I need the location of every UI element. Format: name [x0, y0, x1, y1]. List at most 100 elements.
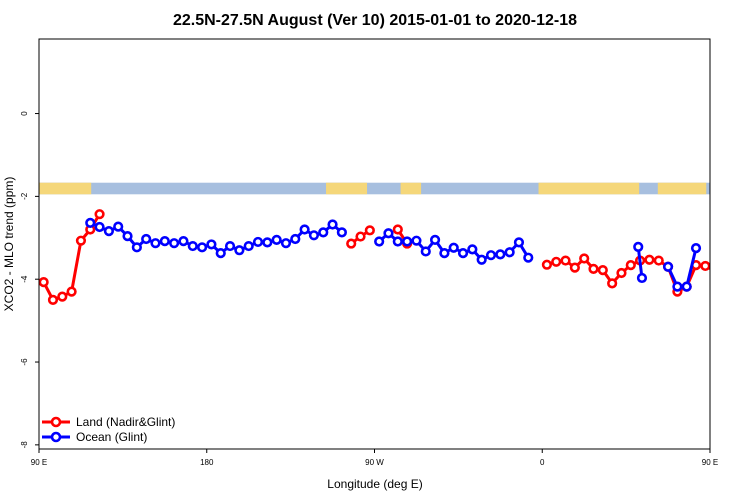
ocean-series-line [89, 221, 343, 255]
land-data-point [94, 209, 105, 220]
legend: Land (Nadir&Glint) Ocean (Glint) [42, 415, 175, 444]
ocean-data-point [178, 236, 189, 247]
y-axis-label: XCO2 - MLO trend (ppm) [2, 177, 16, 312]
land-band-segment [719, 183, 750, 195]
ocean-data-point [495, 249, 506, 260]
land-sea-mask-band [39, 182, 750, 195]
ocean-data-point [234, 245, 245, 256]
ocean-data-point [131, 242, 142, 253]
ocean-data-point [636, 272, 648, 284]
ocean-data-point [169, 238, 180, 249]
land-band-segment [400, 182, 422, 195]
land-data-point [729, 277, 737, 285]
ocean-data-point [439, 248, 450, 259]
ocean-series-line [636, 246, 644, 279]
y-tick-label: -4 [20, 275, 29, 283]
ocean-data-point [485, 250, 497, 261]
ocean-band [39, 182, 710, 195]
ocean-data-point [94, 221, 105, 233]
land-data-point [39, 277, 49, 288]
plot-frame [38, 38, 711, 450]
x-tick-label: 90 E [702, 458, 718, 467]
x-tick-label: 90 W [365, 458, 384, 467]
land-data-point [579, 253, 590, 264]
land-band-segment [657, 182, 707, 195]
land-data-point [700, 260, 710, 272]
ocean-data-point [206, 239, 217, 250]
ocean-data-point [402, 236, 413, 247]
ocean-data-point [262, 237, 273, 248]
ocean-data-point [662, 261, 674, 272]
y-tick-label: -2 [20, 192, 29, 200]
land-data-point [66, 286, 77, 297]
ocean-data-point [633, 241, 644, 252]
ocean-data-point [476, 254, 487, 265]
land-data-point [560, 255, 571, 266]
ocean-data-point [448, 242, 459, 253]
ocean-data-point [215, 248, 226, 259]
ocean-data-point [392, 236, 403, 247]
x-tick-label: 180 [200, 458, 214, 467]
ocean-data-point [504, 247, 515, 258]
ocean-data-point [308, 230, 320, 241]
ocean-data-point [513, 237, 525, 248]
land-data-point [739, 277, 747, 285]
land-band-segment [326, 182, 368, 195]
land-data-point [364, 225, 375, 236]
ocean-data-point [299, 224, 310, 235]
y-tick-label: -6 [20, 358, 29, 366]
ocean-data-point [420, 246, 431, 257]
ocean-data-point [318, 227, 329, 238]
ocean-data-point [280, 238, 292, 249]
legend-ocean-label: Ocean (Glint) [76, 430, 147, 444]
y-tick-label: -8 [20, 441, 29, 449]
land-data-point [720, 278, 728, 286]
land-data-point [597, 264, 608, 276]
land-band-segment [39, 182, 92, 195]
x-axis-label: Longitude (deg E) [327, 477, 422, 491]
land-data-point [588, 263, 599, 274]
ocean-data-point [159, 236, 170, 247]
ocean-data-point [113, 221, 124, 232]
x-tick-label: 90 E [31, 458, 47, 467]
land-data-point [616, 267, 627, 279]
x-axis: 90 E 180 90 W 0 90 E [31, 449, 718, 467]
land-data-point [569, 262, 580, 273]
land-data-point [709, 268, 710, 273]
ocean-data-point [383, 228, 394, 239]
land-data-point [346, 238, 357, 249]
y-axis: 0 -2 -4 -6 -8 [20, 111, 39, 449]
ocean-data-point [467, 244, 478, 255]
land-data-point [644, 254, 655, 265]
ocean-data-point [690, 243, 702, 254]
ocean-data-point [150, 238, 161, 249]
ocean-data-point [327, 219, 338, 230]
ocean-data-point [429, 234, 441, 245]
series-layer [39, 209, 747, 306]
ocean-data-point [103, 226, 114, 237]
land-data-point [541, 259, 553, 270]
ocean-data-point [681, 281, 692, 292]
land-data-point [75, 235, 87, 246]
land-data-point [653, 255, 664, 266]
ocean-data-point [336, 227, 347, 238]
y-tick-label: 0 [20, 111, 29, 116]
land-data-point [625, 260, 636, 271]
legend-ocean-marker [50, 431, 62, 443]
ocean-data-point [523, 252, 534, 263]
ocean-data-point [243, 240, 254, 252]
land-data-point [607, 278, 618, 289]
ocean-data-point [224, 240, 236, 252]
legend-land-label: Land (Nadir&Glint) [76, 415, 175, 429]
ocean-data-point [122, 231, 133, 242]
legend-entry-ocean: Ocean (Glint) [42, 430, 147, 444]
land-band-segment [538, 182, 640, 195]
ocean-data-point [141, 233, 152, 245]
legend-land-marker [50, 416, 62, 428]
land-data-point [57, 291, 68, 302]
ocean-data-point [411, 235, 422, 246]
ocean-data-point [374, 236, 385, 247]
legend-entry-land: Land (Nadir&Glint) [42, 415, 175, 429]
ocean-data-point [252, 236, 264, 248]
